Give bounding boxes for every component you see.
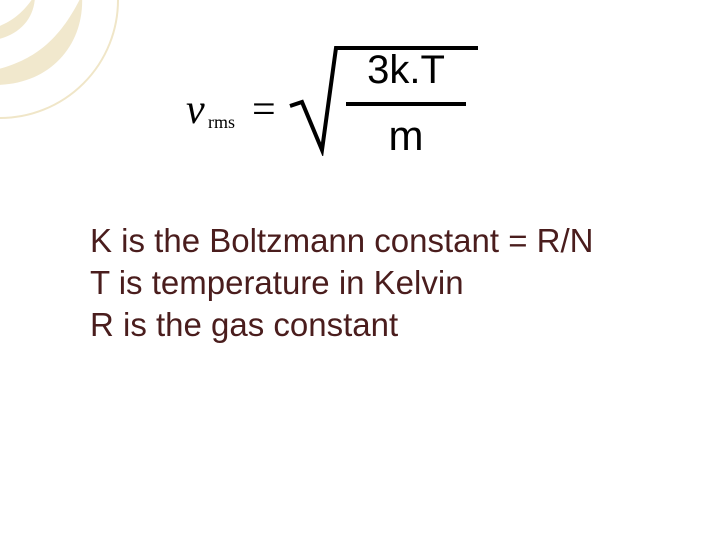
corner-leaf-decoration	[0, 0, 130, 130]
definitions-block: K is the Boltzmann constant = R/N T is t…	[90, 220, 650, 347]
definition-r: R is the gas constant	[90, 304, 650, 346]
fraction-numerator: 3k.T	[336, 40, 476, 94]
variable-v: v	[186, 86, 205, 134]
definition-k: K is the Boltzmann constant = R/N	[90, 220, 650, 262]
equals-sign: =	[252, 86, 276, 134]
slide: v rms = 3k.T m K is the Boltzmann consta…	[0, 0, 720, 540]
fraction-denominator: m	[336, 112, 476, 160]
fraction: 3k.T m	[336, 40, 476, 160]
rms-velocity-equation: v rms = 3k.T m	[180, 40, 540, 170]
subscript-rms: rms	[208, 112, 235, 133]
fraction-bar	[336, 101, 476, 107]
definition-t: T is temperature in Kelvin	[90, 262, 650, 304]
